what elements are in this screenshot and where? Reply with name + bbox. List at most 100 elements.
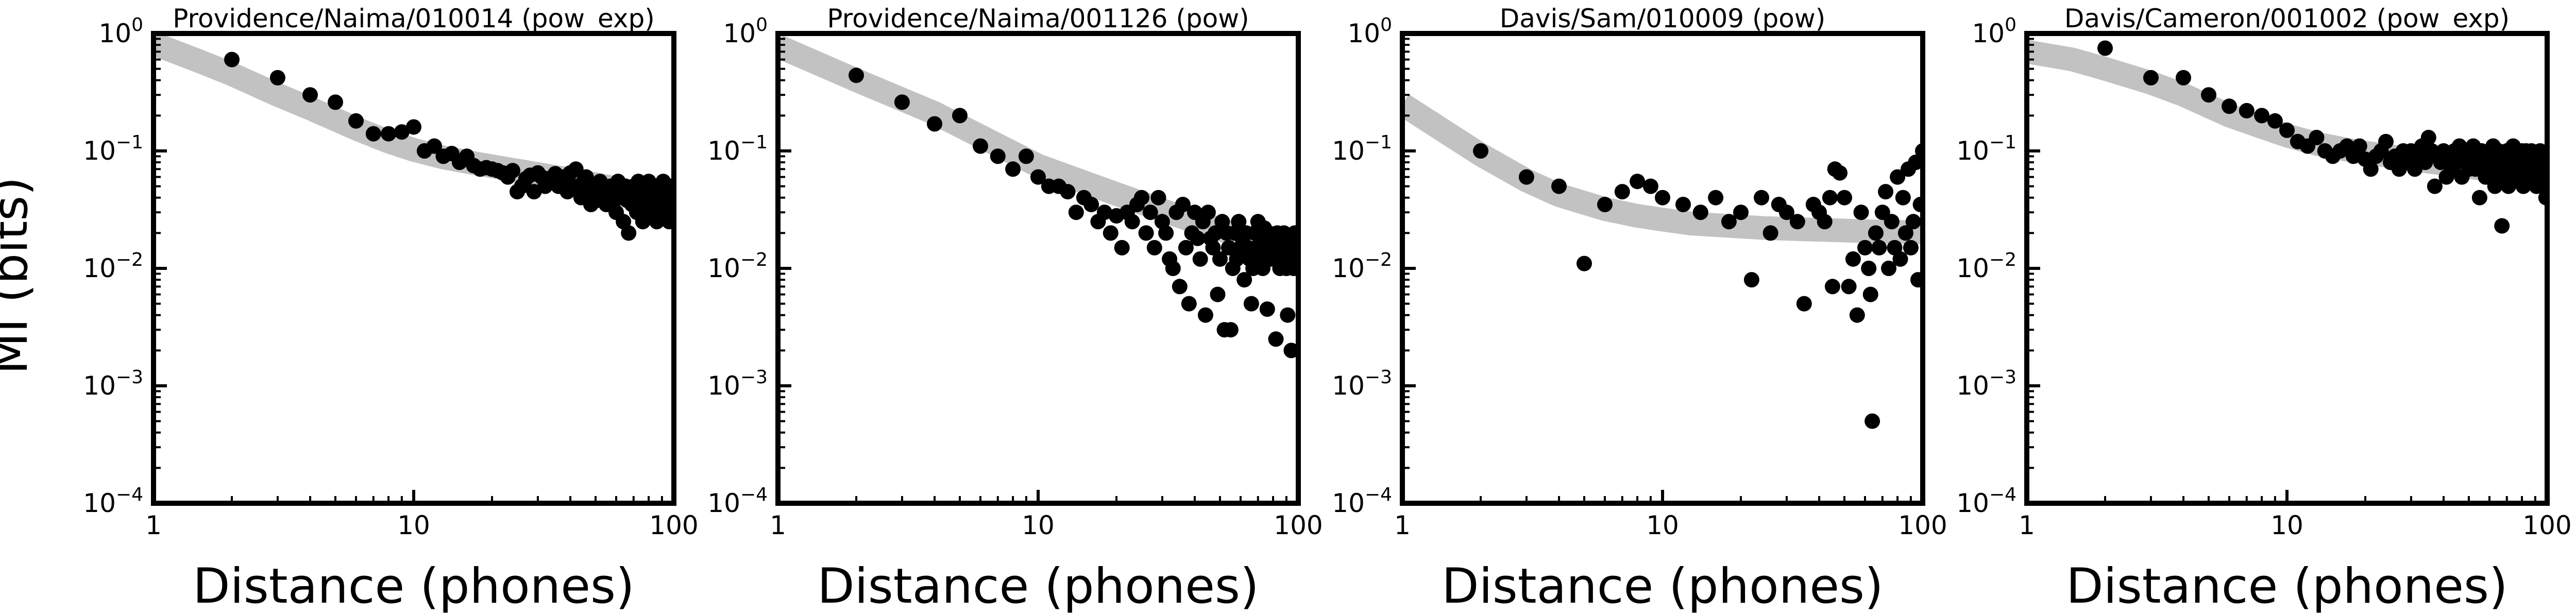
data-point — [2420, 130, 2436, 145]
x-axis-label: Distance (phones) — [817, 558, 1259, 614]
y-tick-exponent: −3 — [1989, 367, 2016, 388]
data-point — [1212, 251, 1228, 267]
y-tick-label: 10−2 — [83, 249, 143, 283]
data-point — [1518, 169, 1534, 185]
data-point — [1865, 413, 1880, 429]
data-point — [1134, 190, 1149, 206]
data-point — [1832, 165, 1848, 181]
data-point — [1910, 272, 1923, 288]
data-point — [1158, 225, 1174, 241]
x-tick-label: 100 — [1898, 510, 1947, 540]
y-tick-base: 10 — [1956, 253, 1989, 283]
data-point — [1871, 240, 1887, 255]
data-point — [1114, 240, 1130, 255]
data-point — [2222, 98, 2237, 114]
data-point — [1124, 214, 1140, 230]
data-point — [1142, 204, 1158, 220]
data-point — [1259, 301, 1275, 317]
data-point — [1146, 240, 1162, 255]
data-point — [1223, 322, 1239, 338]
data-point — [1208, 225, 1223, 241]
panel-title: Davis/Sam/010009 (pow) — [1500, 4, 1825, 33]
y-tick-label: 10−3 — [1332, 367, 1392, 401]
data-point — [1841, 279, 1857, 295]
data-point — [1890, 169, 1906, 185]
y-tick-base: 10 — [83, 488, 116, 518]
y-tick-base: 10 — [707, 136, 740, 166]
y-tick-exponent: −4 — [1365, 484, 1392, 505]
y-tick-label: 10−1 — [707, 132, 768, 166]
data-point — [1692, 204, 1708, 220]
data-point — [1210, 286, 1226, 302]
y-tick-base: 10 — [1956, 136, 1989, 166]
data-point — [1884, 214, 1900, 230]
data-point — [1630, 174, 1646, 190]
y-tick-base: 10 — [1332, 371, 1365, 401]
data-point — [1192, 251, 1208, 267]
data-point — [621, 225, 637, 241]
data-point — [1018, 148, 1034, 164]
axes-frame — [775, 31, 1301, 506]
data-point — [1733, 204, 1749, 220]
data-point — [302, 87, 318, 103]
x-tick-label: 100 — [649, 510, 698, 540]
data-point — [1796, 296, 1812, 312]
y-tick-base: 10 — [1332, 488, 1365, 518]
y-tick-label: 10−2 — [707, 249, 768, 283]
data-point — [1165, 261, 1181, 276]
data-point — [1897, 225, 1913, 241]
y-tick-base: 10 — [83, 371, 116, 401]
y-tick-exponent: −4 — [116, 484, 143, 505]
data-point — [1878, 184, 1893, 200]
data-point — [1721, 214, 1737, 230]
y-tick-label: 10−2 — [1956, 249, 2016, 283]
data-point — [2427, 178, 2443, 194]
y-tick-label: 10−4 — [1332, 484, 1392, 518]
x-tick-label: 10 — [397, 510, 430, 540]
axes-frame — [151, 31, 676, 506]
x-tick-label: 100 — [2522, 510, 2571, 540]
data-point — [2363, 161, 2379, 177]
data-point — [990, 148, 1006, 164]
data-point — [1837, 190, 1852, 206]
data-point — [2378, 133, 2394, 149]
y-tick-exponent: 0 — [1380, 14, 1392, 36]
data-point — [1708, 190, 1724, 206]
panel-title: Providence/Naima/001126 (pow) — [827, 4, 1249, 33]
data-point — [2201, 87, 2216, 103]
panel-4: Davis/Cameron/001002 (pow_exp)1 10 1001001… — [1956, 4, 2571, 614]
data-point — [2279, 122, 2295, 138]
data-point — [1655, 190, 1670, 206]
x-tick-label: 1 — [1394, 510, 1411, 540]
data-point — [1675, 197, 1691, 212]
y-tick-label: 10−4 — [1956, 484, 2016, 518]
data-point — [1200, 204, 1216, 220]
data-point — [1895, 190, 1911, 206]
y-tick-label: 10−2 — [1332, 249, 1392, 283]
data-point — [2494, 218, 2510, 234]
y-tick-label: 10−1 — [1332, 132, 1392, 166]
y-tick-label: 10−3 — [1956, 367, 2016, 401]
y-tick-label: 10−4 — [707, 484, 768, 518]
data-point — [2143, 70, 2159, 86]
data-point — [1268, 331, 1284, 347]
x-tick-label: 100 — [1274, 510, 1323, 540]
data-point — [2097, 40, 2113, 56]
y-tick-base: 10 — [1972, 19, 2005, 48]
data-point — [1205, 240, 1221, 255]
data-point — [1614, 184, 1630, 200]
data-point — [927, 116, 942, 132]
y-tick-exponent: 0 — [756, 14, 768, 36]
data-point — [2254, 108, 2270, 124]
data-point — [2176, 70, 2191, 86]
y-tick-exponent: −2 — [116, 249, 143, 270]
data-point — [1754, 190, 1769, 206]
y-tick-exponent: −4 — [740, 484, 768, 505]
y-tick-label: 100 — [1347, 14, 1392, 48]
x-tick-label: 1 — [145, 510, 162, 540]
y-tick-exponent: 0 — [131, 14, 143, 36]
data-point — [952, 108, 968, 124]
plot-area — [1402, 94, 1923, 429]
data-point — [1881, 261, 1896, 276]
data-point — [1642, 178, 1658, 194]
